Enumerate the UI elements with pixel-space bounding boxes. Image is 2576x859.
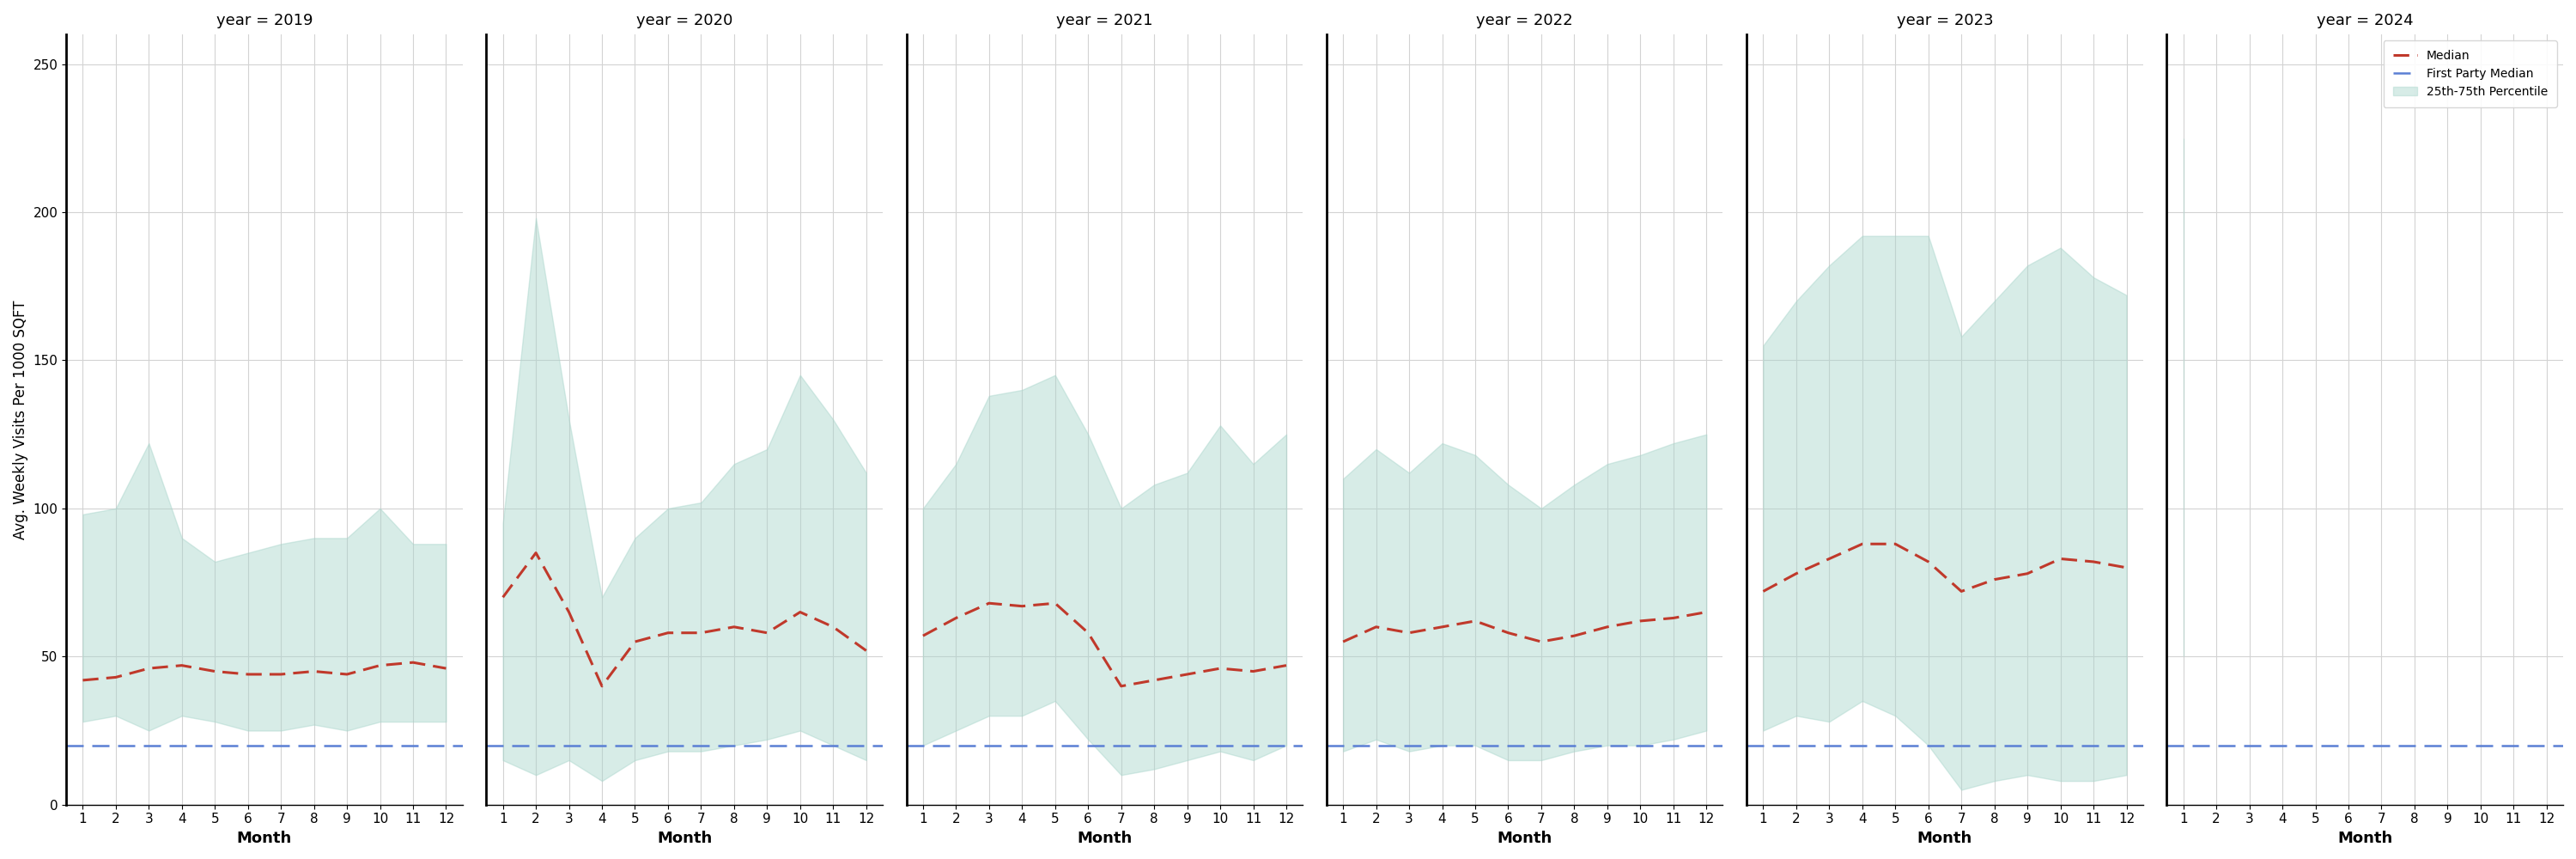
- Title: year = 2021: year = 2021: [1056, 13, 1154, 28]
- Median: [2045, 553, 2076, 564]
- X-axis label: Month: Month: [2336, 831, 2393, 846]
- Median: [1139, 675, 1170, 685]
- Median: [1945, 586, 1976, 596]
- Title: year = 2023: year = 2023: [1896, 13, 1994, 28]
- X-axis label: Month: Month: [1497, 831, 1553, 846]
- Median: [685, 628, 716, 638]
- Median: [100, 672, 131, 682]
- Median: [487, 592, 518, 602]
- Median: [1690, 607, 1721, 618]
- Median: [430, 663, 461, 673]
- X-axis label: Month: Month: [237, 831, 291, 846]
- Median: [1270, 661, 1301, 671]
- Median: [1105, 681, 1136, 691]
- Median: [1461, 616, 1492, 626]
- Line: Median: Median: [502, 553, 866, 686]
- Median: [850, 645, 881, 655]
- Line: Median: Median: [82, 662, 446, 680]
- First Party Median: [1296, 740, 1327, 751]
- Median: [1780, 569, 1811, 579]
- First Party Median: [1716, 740, 1747, 751]
- Median: [554, 607, 585, 618]
- Median: [974, 598, 1005, 608]
- Line: Median: Median: [1762, 544, 2128, 591]
- First Party Median: [1747, 740, 1777, 751]
- Median: [198, 667, 229, 677]
- Median: [1914, 557, 1945, 567]
- Median: [134, 663, 165, 673]
- Median: [1172, 669, 1203, 679]
- Title: year = 2024: year = 2024: [2316, 13, 2414, 28]
- Median: [366, 661, 397, 671]
- Title: year = 2019: year = 2019: [216, 13, 312, 28]
- Median: [1041, 598, 1072, 608]
- Title: year = 2020: year = 2020: [636, 13, 732, 28]
- Median: [1814, 553, 1844, 564]
- Line: Median: Median: [1342, 612, 1705, 642]
- Median: [67, 675, 98, 685]
- Median: [2012, 569, 2043, 579]
- Median: [652, 628, 683, 638]
- Median: [1592, 622, 1623, 632]
- Legend: Median, First Party Median, 25th-75th Percentile: Median, First Party Median, 25th-75th Pe…: [2383, 40, 2558, 107]
- Median: [752, 628, 783, 638]
- First Party Median: [907, 740, 938, 751]
- First Party Median: [873, 740, 904, 751]
- Median: [817, 622, 848, 632]
- Median: [2079, 557, 2110, 567]
- Median: [940, 612, 971, 623]
- Median: [1847, 539, 1878, 549]
- Median: [332, 669, 363, 679]
- Median: [167, 661, 198, 671]
- Median: [1747, 586, 1777, 596]
- Median: [1558, 631, 1589, 641]
- Median: [1978, 575, 2009, 585]
- First Party Median: [1327, 740, 1358, 751]
- Median: [786, 607, 817, 618]
- X-axis label: Month: Month: [1917, 831, 1973, 846]
- X-axis label: Month: Month: [657, 831, 711, 846]
- First Party Median: [487, 740, 518, 751]
- Median: [520, 548, 551, 558]
- Median: [232, 669, 263, 679]
- Median: [2112, 563, 2143, 573]
- Title: year = 2022: year = 2022: [1476, 13, 1574, 28]
- First Party Median: [2169, 740, 2200, 751]
- Median: [397, 657, 428, 667]
- First Party Median: [67, 740, 98, 751]
- First Party Median: [453, 740, 484, 751]
- Line: Median: Median: [922, 603, 1285, 686]
- Median: [1659, 612, 1690, 623]
- Median: [1072, 628, 1103, 638]
- Median: [1394, 628, 1425, 638]
- First Party Median: [33, 740, 64, 751]
- Median: [1880, 539, 1911, 549]
- Median: [265, 669, 296, 679]
- Median: [719, 622, 750, 632]
- Median: [1492, 628, 1522, 638]
- First Party Median: [2136, 740, 2166, 751]
- Median: [1360, 622, 1391, 632]
- Y-axis label: Avg. Weekly Visits Per 1000 SQFT: Avg. Weekly Visits Per 1000 SQFT: [13, 300, 28, 539]
- Median: [1007, 601, 1038, 612]
- Median: [587, 681, 618, 691]
- Median: [1525, 637, 1556, 647]
- Median: [1625, 616, 1656, 626]
- Median: [1327, 637, 1358, 647]
- Median: [299, 667, 330, 677]
- X-axis label: Month: Month: [1077, 831, 1133, 846]
- Median: [907, 631, 938, 641]
- Median: [1427, 622, 1458, 632]
- Median: [618, 637, 649, 647]
- Median: [1239, 667, 1270, 677]
- Median: [1206, 663, 1236, 673]
